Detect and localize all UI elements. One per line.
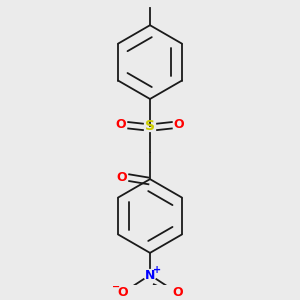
- Text: N: N: [145, 269, 155, 282]
- Text: O: O: [116, 118, 127, 131]
- Text: O: O: [173, 118, 184, 131]
- Text: O: O: [172, 286, 183, 298]
- Text: S: S: [145, 119, 155, 133]
- Text: O: O: [116, 171, 127, 184]
- Text: −: −: [112, 282, 120, 292]
- Text: +: +: [153, 265, 161, 275]
- Text: O: O: [117, 286, 128, 298]
